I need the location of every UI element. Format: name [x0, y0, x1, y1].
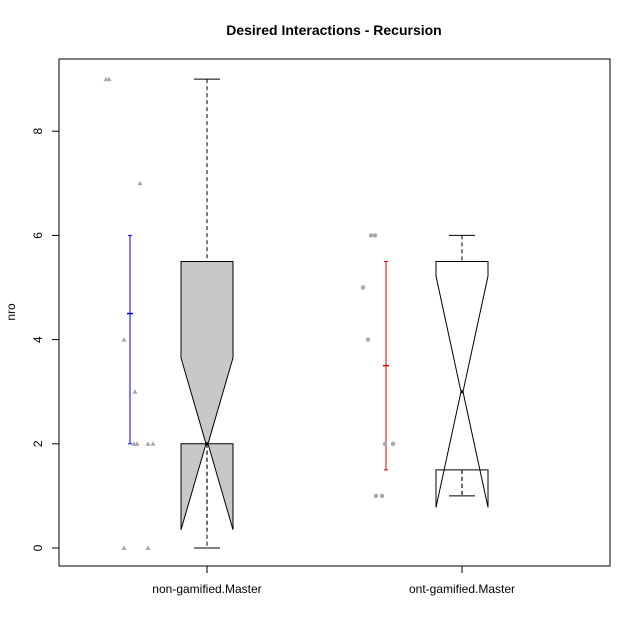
data-point [145, 545, 151, 550]
boxes-layer [103, 76, 489, 550]
data-point [132, 389, 138, 394]
notched-box [180, 260, 234, 530]
y-tick-label: 2 [31, 440, 45, 447]
data-point [365, 337, 371, 342]
data-point [134, 441, 140, 446]
box-group-2 [360, 233, 489, 508]
data-point [360, 285, 366, 290]
data-point [372, 233, 378, 238]
data-point [121, 337, 127, 342]
plot-frame [58, 58, 611, 567]
data-point [390, 441, 396, 446]
box-group-1 [103, 76, 234, 550]
data-point [373, 493, 379, 499]
data-point [145, 441, 151, 446]
x-tick-label: ont-gamified.Master [409, 582, 515, 596]
y-axis: 0 2 4 6 8 [31, 128, 60, 551]
y-tick-label: 0 [31, 544, 45, 551]
x-tick-label: non-gamified.Master [152, 582, 261, 596]
data-point [106, 76, 112, 82]
data-point [368, 233, 374, 238]
chart-title: Desired Interactions - Recursion [226, 22, 442, 38]
data-point [379, 493, 385, 499]
notched-box [435, 260, 489, 508]
y-tick-label: 4 [31, 336, 45, 343]
y-axis-label: nro [4, 303, 18, 321]
y-tick-label: 8 [31, 128, 45, 135]
x-axis: non-gamified.Master ont-gamified.Master [152, 565, 515, 596]
data-point [382, 441, 388, 446]
y-tick-label: 6 [31, 232, 45, 239]
data-point [137, 180, 143, 186]
data-point [150, 441, 156, 446]
data-point [121, 545, 127, 550]
